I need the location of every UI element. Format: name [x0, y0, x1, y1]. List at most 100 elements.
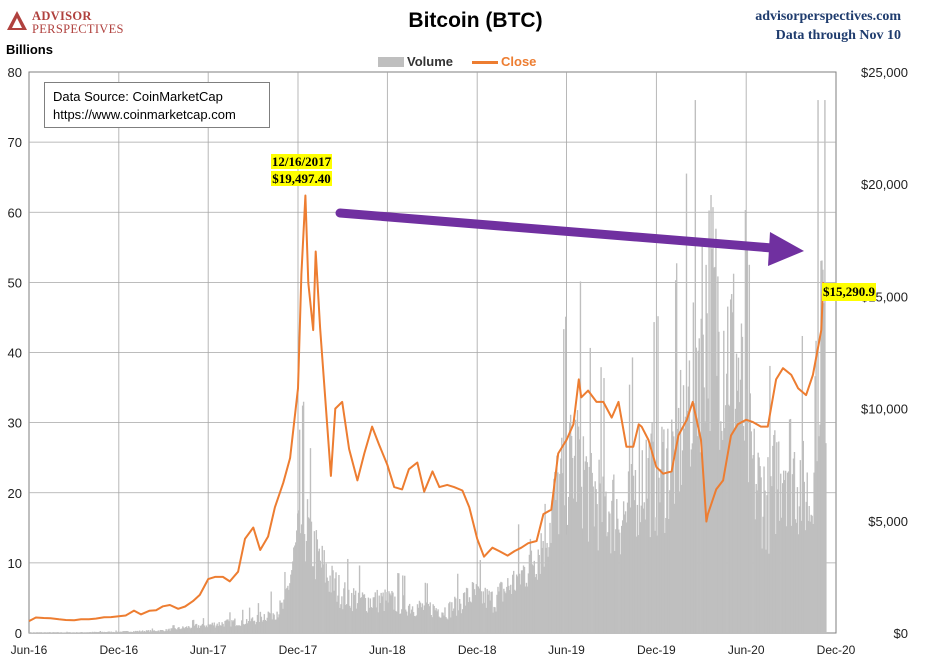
volume-bar: [495, 611, 497, 633]
volume-bar: [121, 632, 123, 633]
volume-bar: [143, 630, 146, 633]
volume-bar: [584, 461, 587, 633]
volume-bar: [68, 632, 70, 633]
volume-bar: [600, 367, 602, 633]
volume-bar: [212, 625, 214, 633]
volume-bar: [78, 632, 80, 633]
volume-bar: [572, 498, 575, 633]
y-tick-label: 10: [8, 556, 22, 571]
volume-bar: [417, 607, 420, 633]
volume-bar: [259, 611, 262, 633]
volume-bar: [449, 601, 451, 633]
y2-tick-label: $0: [894, 626, 908, 641]
volume-bar: [272, 613, 274, 633]
volume-bar: [185, 626, 187, 633]
volume-bar: [111, 632, 113, 633]
volume-bar: [472, 582, 475, 633]
volume-bar: [516, 576, 519, 633]
volume-bar: [597, 550, 599, 633]
logo-text-line2: PERSPECTIVES: [32, 22, 124, 36]
volume-bar: [135, 630, 137, 633]
volume-bar: [706, 313, 708, 633]
volume-bar: [152, 630, 155, 633]
volume-bar: [100, 632, 103, 633]
volume-bar: [525, 582, 528, 633]
site-name: advisorperspectives.com: [755, 9, 901, 24]
volume-bar: [629, 507, 632, 633]
volume-bar: [254, 624, 257, 633]
volume-bar: [592, 486, 594, 633]
volume-bar: [378, 595, 380, 633]
volume-bar: [459, 603, 462, 633]
volume-bar: [83, 632, 86, 633]
volume-bar: [536, 579, 538, 633]
volume-bar: [481, 603, 483, 633]
volume-bar: [381, 596, 383, 633]
volume-bar: [474, 595, 477, 633]
volume-bar: [221, 622, 223, 633]
y-tick-label: 0: [15, 626, 22, 641]
volume-bar: [322, 564, 324, 633]
volume-bar: [164, 631, 166, 633]
volume-bar: [617, 518, 619, 633]
volume-bar: [787, 471, 790, 633]
volume-bar: [447, 619, 449, 633]
volume-bar: [107, 631, 109, 633]
volume-bar: [288, 589, 290, 633]
volume-bar: [431, 617, 433, 633]
volume-bar: [384, 589, 386, 633]
volume-bar: [363, 594, 366, 633]
volume-bar: [483, 602, 485, 633]
volume-bar: [726, 373, 728, 633]
volume-bar: [365, 611, 368, 633]
volume-bar: [719, 449, 721, 633]
volume-bar: [207, 623, 210, 633]
volume-bar: [82, 632, 85, 633]
volume-bar: [340, 604, 342, 633]
volume-bar: [418, 600, 421, 633]
volume-bar: [428, 606, 430, 633]
volume-bar: [119, 631, 121, 633]
volume-bar: [370, 607, 373, 633]
volume-bar: [34, 632, 37, 633]
volume-bar: [775, 533, 777, 633]
volume-bar: [128, 631, 130, 633]
volume-bar: [583, 469, 586, 633]
volume-bar: [701, 243, 703, 633]
volume-bar: [604, 496, 606, 633]
volume-bar: [376, 589, 378, 633]
x-tick-label: Dec-16: [99, 643, 138, 657]
volume-bar: [786, 472, 789, 633]
volume-bar: [131, 631, 133, 633]
volume-bar: [488, 590, 490, 633]
volume-bar: [89, 632, 92, 633]
volume-bar: [321, 545, 323, 633]
volume-bar: [527, 573, 530, 633]
volume-bar: [754, 519, 756, 633]
volume-bar: [768, 553, 770, 633]
volume-bar: [620, 554, 622, 633]
volume-bar: [333, 590, 335, 633]
volume-bar: [387, 602, 389, 633]
volume-bar: [69, 632, 71, 633]
volume-bar: [338, 574, 340, 633]
volume-bar: [605, 491, 607, 633]
volume-bar: [815, 340, 817, 633]
volume-bar: [66, 631, 68, 633]
volume-bar: [312, 566, 315, 633]
volume-bar: [334, 578, 336, 633]
volume-bar: [252, 621, 255, 633]
volume-bar: [73, 632, 75, 633]
volume-bar: [33, 632, 36, 633]
y2-tick-label: $20,000: [861, 177, 908, 192]
volume-bar: [564, 505, 566, 633]
volume-bar: [194, 624, 197, 633]
x-tick-label: Jun-17: [190, 643, 227, 657]
volume-bar: [228, 621, 230, 633]
volume-bar: [475, 584, 478, 633]
volume-bar: [665, 517, 667, 633]
volume-bar: [587, 541, 589, 633]
volume-bar: [812, 523, 814, 633]
x-tick-label: Dec-17: [279, 643, 318, 657]
volume-bar: [671, 419, 673, 633]
